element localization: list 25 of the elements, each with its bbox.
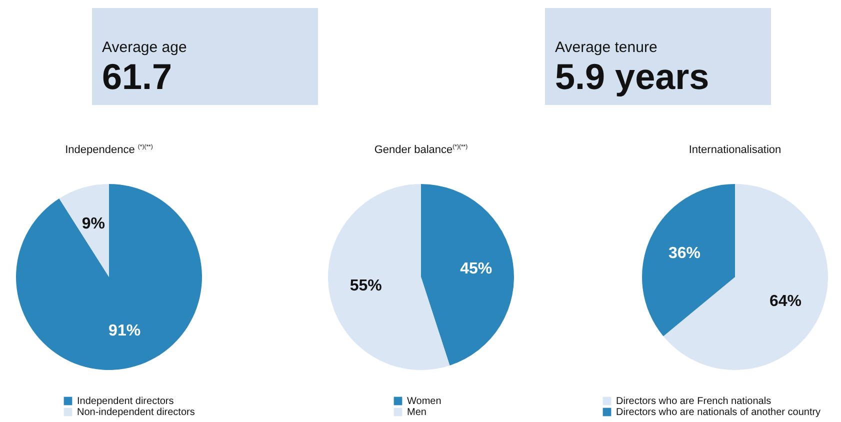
chart-title: Gender balance$^{(*)(**)}$ [373, 144, 469, 156]
legend-label: Men [407, 407, 426, 418]
data-label: 55% [350, 278, 382, 295]
text: Average age [102, 39, 187, 56]
legend-label: Women [407, 396, 442, 407]
text: 61.7 [102, 56, 172, 98]
legend-label: Directors who are French nationals [616, 396, 772, 407]
data-label: 36% [668, 245, 701, 262]
text: 5.9 years [555, 56, 710, 98]
chart-title: Internationalisation [688, 144, 782, 156]
data-label: 64% [769, 292, 802, 310]
pie-slice [59, 184, 109, 277]
pie-slice [663, 184, 828, 370]
pie-slice [328, 184, 450, 370]
legend-label: Independent directors [77, 396, 174, 407]
pie-slice [642, 184, 735, 336]
pie-slice [16, 184, 202, 370]
data-label: 45% [460, 260, 492, 278]
legend-label: Non-independent directors [77, 407, 195, 418]
legend-label: Directors who are nationals of another country [616, 407, 821, 418]
chart-title: Independence $^{(*)(**)}$ [64, 144, 154, 156]
text: Average tenure [555, 39, 658, 56]
data-label: 9% [82, 215, 105, 232]
data-label: 91% [108, 322, 141, 340]
pie-slice [421, 184, 514, 366]
